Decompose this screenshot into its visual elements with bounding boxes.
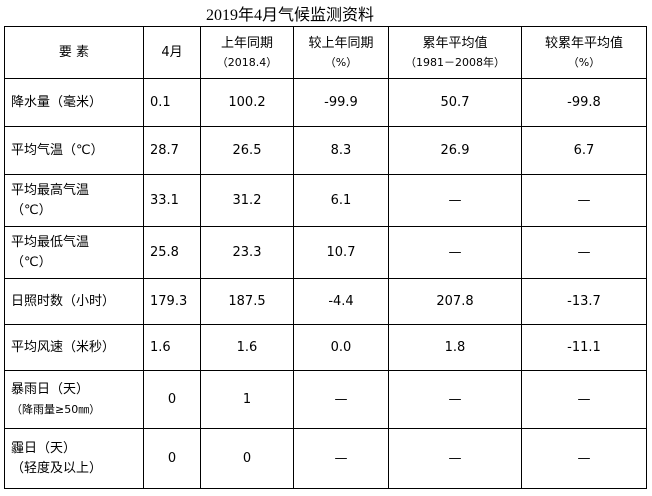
cell-normal: — [388, 174, 522, 227]
row-label: 霾日（天） （轻度及以上） [4, 428, 144, 489]
cell-vs-last: 10.7 [293, 226, 389, 279]
cell-vs-normal: — [521, 174, 647, 227]
table-row: 霾日（天） （轻度及以上） 0 0 — — — [4, 428, 647, 489]
cell-april: 1.6 [143, 324, 201, 371]
cell-vs-normal: -99.8 [521, 78, 647, 127]
cell-april: 33.1 [143, 174, 201, 227]
cell-vs-last: -4.4 [293, 278, 389, 325]
table-row: 降水量（毫米） 0.1 100.2 -99.9 50.7 -99.8 [4, 78, 647, 127]
cell-april: 0 [143, 370, 201, 429]
cell-normal: 26.9 [388, 126, 522, 175]
cell-april: 0.1 [143, 78, 201, 127]
cell-last-year: 1 [200, 370, 294, 429]
header-april: 4月 [143, 26, 201, 79]
table-row: 平均最高气温 （℃） 33.1 31.2 6.1 — — [4, 174, 647, 227]
table-row: 日照时数（小时） 179.3 187.5 -4.4 207.8 -13.7 [4, 278, 647, 325]
cell-last-year: 1.6 [200, 324, 294, 371]
cell-normal: 1.8 [388, 324, 522, 371]
row-label-line2: （降雨量≥50㎜） [11, 402, 101, 416]
table-row: 暴雨日（天） （降雨量≥50㎜） 0 1 — — — [4, 370, 647, 429]
row-label: 降水量（毫米） [4, 78, 144, 127]
cell-normal: — [388, 370, 522, 429]
row-label: 平均气温（℃） [4, 126, 144, 175]
row-label-line2: （轻度及以上） [11, 460, 103, 476]
cell-april: 25.8 [143, 226, 201, 279]
cell-normal: — [388, 226, 522, 279]
cell-vs-last: — [293, 370, 389, 429]
header-vs-last-year: 较上年同期 （%） [293, 26, 389, 79]
cell-vs-normal: -11.1 [521, 324, 647, 371]
row-label-line1: 平均最低气温 [11, 234, 90, 250]
page-title: 2019年4月气候监测资料 [205, 7, 374, 24]
header-normal: 累年平均值 （1981－2008年） [388, 26, 522, 79]
cell-vs-last: — [293, 428, 389, 489]
table-row: 平均风速（米秒） 1.6 1.6 0.0 1.8 -11.1 [4, 324, 647, 371]
cell-normal: — [388, 428, 522, 489]
cell-last-year: 100.2 [200, 78, 294, 127]
cell-april: 0 [143, 428, 201, 489]
table-row: 平均最低气温 （℃） 25.8 23.3 10.7 — — [4, 226, 647, 279]
cell-vs-last: 8.3 [293, 126, 389, 175]
cell-normal: 50.7 [388, 78, 522, 127]
row-label: 平均风速（米秒） [4, 324, 144, 371]
header-vs-normal: 较累年平均值 （%） [521, 26, 647, 79]
cell-vs-normal: -13.7 [521, 278, 647, 325]
cell-vs-normal: — [521, 370, 647, 429]
row-label: 平均最低气温 （℃） [4, 226, 144, 279]
row-label-line1: 霾日（天） [11, 440, 77, 456]
header-item: 要 素 [4, 26, 144, 79]
header-last-year: 上年同期 （2018.4） [200, 26, 294, 79]
cell-vs-last: 6.1 [293, 174, 389, 227]
row-label-line2: （℃） [11, 202, 52, 218]
cell-last-year: 31.2 [200, 174, 294, 227]
table-header-row: 要 素 4月 上年同期 （2018.4） 较上年同期 （%） 累年平均值 （19… [4, 26, 647, 79]
row-label-line1: 暴雨日（天） [11, 381, 90, 397]
cell-vs-normal: 6.7 [521, 126, 647, 175]
cell-vs-last: -99.9 [293, 78, 389, 127]
cell-last-year: 23.3 [200, 226, 294, 279]
cell-vs-last: 0.0 [293, 324, 389, 371]
row-label: 日照时数（小时） [4, 278, 144, 325]
row-label-line1: 平均最高气温 [11, 182, 90, 198]
cell-vs-normal: — [521, 428, 647, 489]
row-label-line2: （℃） [11, 254, 52, 270]
climate-table: 要 素 4月 上年同期 （2018.4） 较上年同期 （%） 累年平均值 （19… [4, 26, 647, 489]
cell-april: 179.3 [143, 278, 201, 325]
cell-normal: 207.8 [388, 278, 522, 325]
row-label: 暴雨日（天） （降雨量≥50㎜） [4, 370, 144, 429]
cell-vs-normal: — [521, 226, 647, 279]
cell-last-year: 0 [200, 428, 294, 489]
table-row: 平均气温（℃） 28.7 26.5 8.3 26.9 6.7 [4, 126, 647, 175]
cell-last-year: 187.5 [200, 278, 294, 325]
cell-april: 28.7 [143, 126, 201, 175]
cell-last-year: 26.5 [200, 126, 294, 175]
row-label: 平均最高气温 （℃） [4, 174, 144, 227]
